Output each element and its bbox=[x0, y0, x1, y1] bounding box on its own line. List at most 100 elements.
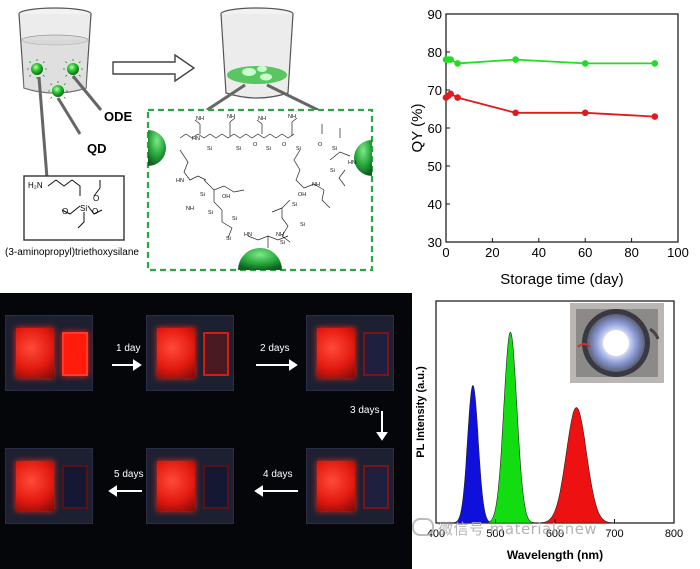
photo-day-0 bbox=[5, 315, 93, 391]
x-tick-label: 20 bbox=[485, 245, 499, 260]
svg-text:HN: HN bbox=[176, 178, 184, 184]
x-tick-label: 40 bbox=[532, 245, 546, 260]
svg-text:Si: Si bbox=[332, 146, 337, 152]
y-tick-label: 80 bbox=[428, 45, 442, 60]
step-label-1: 1 day bbox=[116, 343, 141, 354]
qd-particle-icon bbox=[27, 59, 83, 101]
emission-peak-2 bbox=[535, 407, 617, 524]
svg-text:O: O bbox=[318, 142, 323, 148]
data-point bbox=[447, 90, 454, 98]
data-point bbox=[512, 109, 519, 117]
network-detail-box bbox=[146, 108, 374, 272]
x-tick-label: 60 bbox=[578, 245, 592, 260]
series-line-0 bbox=[446, 58, 655, 65]
photo-day-5 bbox=[5, 448, 93, 524]
data-point bbox=[454, 94, 461, 101]
svg-text:NH: NH bbox=[276, 232, 284, 238]
svg-text:Si: Si bbox=[236, 146, 241, 152]
x-axis-label: Storage time (day) bbox=[500, 271, 623, 288]
data-point bbox=[447, 56, 454, 63]
x-tick-label: 80 bbox=[624, 245, 638, 260]
process-arrow-icon bbox=[112, 53, 196, 83]
beaker-right bbox=[220, 7, 294, 99]
silane-structure-icon bbox=[47, 179, 103, 229]
svg-text:Si: Si bbox=[330, 168, 335, 174]
data-point bbox=[454, 60, 461, 67]
svg-text:O: O bbox=[93, 194, 99, 203]
qd-pointer bbox=[56, 97, 82, 135]
svg-text:O: O bbox=[62, 207, 68, 216]
silane-structure-box bbox=[23, 175, 125, 241]
svg-text:NH: NH bbox=[196, 116, 204, 122]
svg-text:O: O bbox=[253, 142, 258, 148]
svg-text:NH: NH bbox=[288, 114, 296, 120]
y-tick-label: 60 bbox=[428, 121, 442, 136]
svg-text:NH: NH bbox=[258, 116, 266, 122]
svg-text:NH: NH bbox=[227, 114, 235, 120]
svg-text:Si: Si bbox=[226, 236, 231, 242]
svg-text:Si: Si bbox=[266, 146, 271, 152]
x-axis-label: Wavelength (nm) bbox=[507, 548, 603, 562]
x-tick-label: 600 bbox=[546, 528, 564, 540]
data-point bbox=[581, 60, 589, 67]
step-label-5: 5 days bbox=[114, 469, 144, 480]
emission-peak-0 bbox=[451, 384, 495, 524]
watermark: 微信号 materialsnew bbox=[412, 518, 597, 539]
series-line-1 bbox=[445, 92, 655, 118]
svg-text:Si: Si bbox=[208, 210, 213, 216]
qd-label: QD bbox=[87, 141, 107, 156]
svg-text:Si: Si bbox=[200, 192, 205, 198]
svg-text:HN: HN bbox=[348, 160, 356, 166]
plot-frame bbox=[445, 13, 679, 243]
wechat-icon bbox=[412, 518, 434, 536]
svg-text:NH: NH bbox=[186, 206, 194, 212]
data-point bbox=[512, 56, 519, 63]
wled-inset-photo bbox=[570, 303, 664, 383]
svg-text:Si: Si bbox=[296, 146, 301, 152]
qy-vs-storage-chart: 0 20 40 60 80 100 30 40 50 60 70 80 90 Storage time (… bbox=[410, 7, 689, 288]
silane-pointer bbox=[37, 76, 49, 179]
y-tick-label: 50 bbox=[428, 159, 442, 174]
svg-text:Si: Si bbox=[280, 240, 285, 246]
y-tick-label: 40 bbox=[428, 197, 442, 212]
svg-text:HN: HN bbox=[244, 232, 252, 238]
svg-text:O: O bbox=[282, 142, 287, 148]
photo-day-4 bbox=[146, 448, 234, 524]
svg-text:Si: Si bbox=[232, 216, 237, 222]
step-label-4: 4 days bbox=[263, 469, 293, 480]
svg-text:OH: OH bbox=[298, 192, 306, 198]
photo-day-2 bbox=[306, 315, 394, 391]
data-point bbox=[651, 113, 659, 120]
x-tick-label: 500 bbox=[486, 528, 504, 540]
svg-text:OH: OH bbox=[222, 194, 230, 200]
beaker-left bbox=[18, 7, 92, 94]
svg-text:Si: Si bbox=[207, 146, 212, 152]
svg-text:Si: Si bbox=[292, 202, 297, 208]
step-label-2: 2 days bbox=[260, 343, 290, 354]
y-axis-label: QY (%) bbox=[410, 104, 426, 153]
data-point bbox=[651, 60, 659, 67]
silane-nh2-label: H₂N bbox=[28, 181, 43, 190]
ode-pointer bbox=[71, 75, 103, 111]
y-tick-label: 70 bbox=[428, 83, 442, 98]
silica-network-icon bbox=[179, 117, 351, 248]
svg-text:O: O bbox=[92, 207, 98, 216]
x-tick-label: 700 bbox=[605, 528, 623, 540]
x-tick-label: 100 bbox=[667, 245, 689, 260]
photo-day-1 bbox=[146, 315, 234, 391]
emission-peak-1 bbox=[483, 331, 538, 524]
svg-text:Si: Si bbox=[300, 222, 305, 228]
x-tick-label: 0 bbox=[442, 245, 449, 260]
silane-si-label: Si bbox=[80, 204, 87, 213]
step-label-3: 3 days bbox=[350, 405, 380, 416]
photo-day-3 bbox=[306, 448, 394, 524]
silane-name-label: (3-aminopropyl)triethoxysilane bbox=[5, 247, 139, 258]
ode-label: ODE bbox=[104, 109, 133, 124]
y-tick-label: 30 bbox=[428, 235, 442, 250]
x-tick-label: 800 bbox=[665, 528, 683, 540]
stability-photo-strip: 1 day 2 days 3 days 4 days 5 days bbox=[0, 293, 412, 569]
svg-text:HN: HN bbox=[192, 136, 200, 142]
data-point bbox=[581, 109, 589, 117]
